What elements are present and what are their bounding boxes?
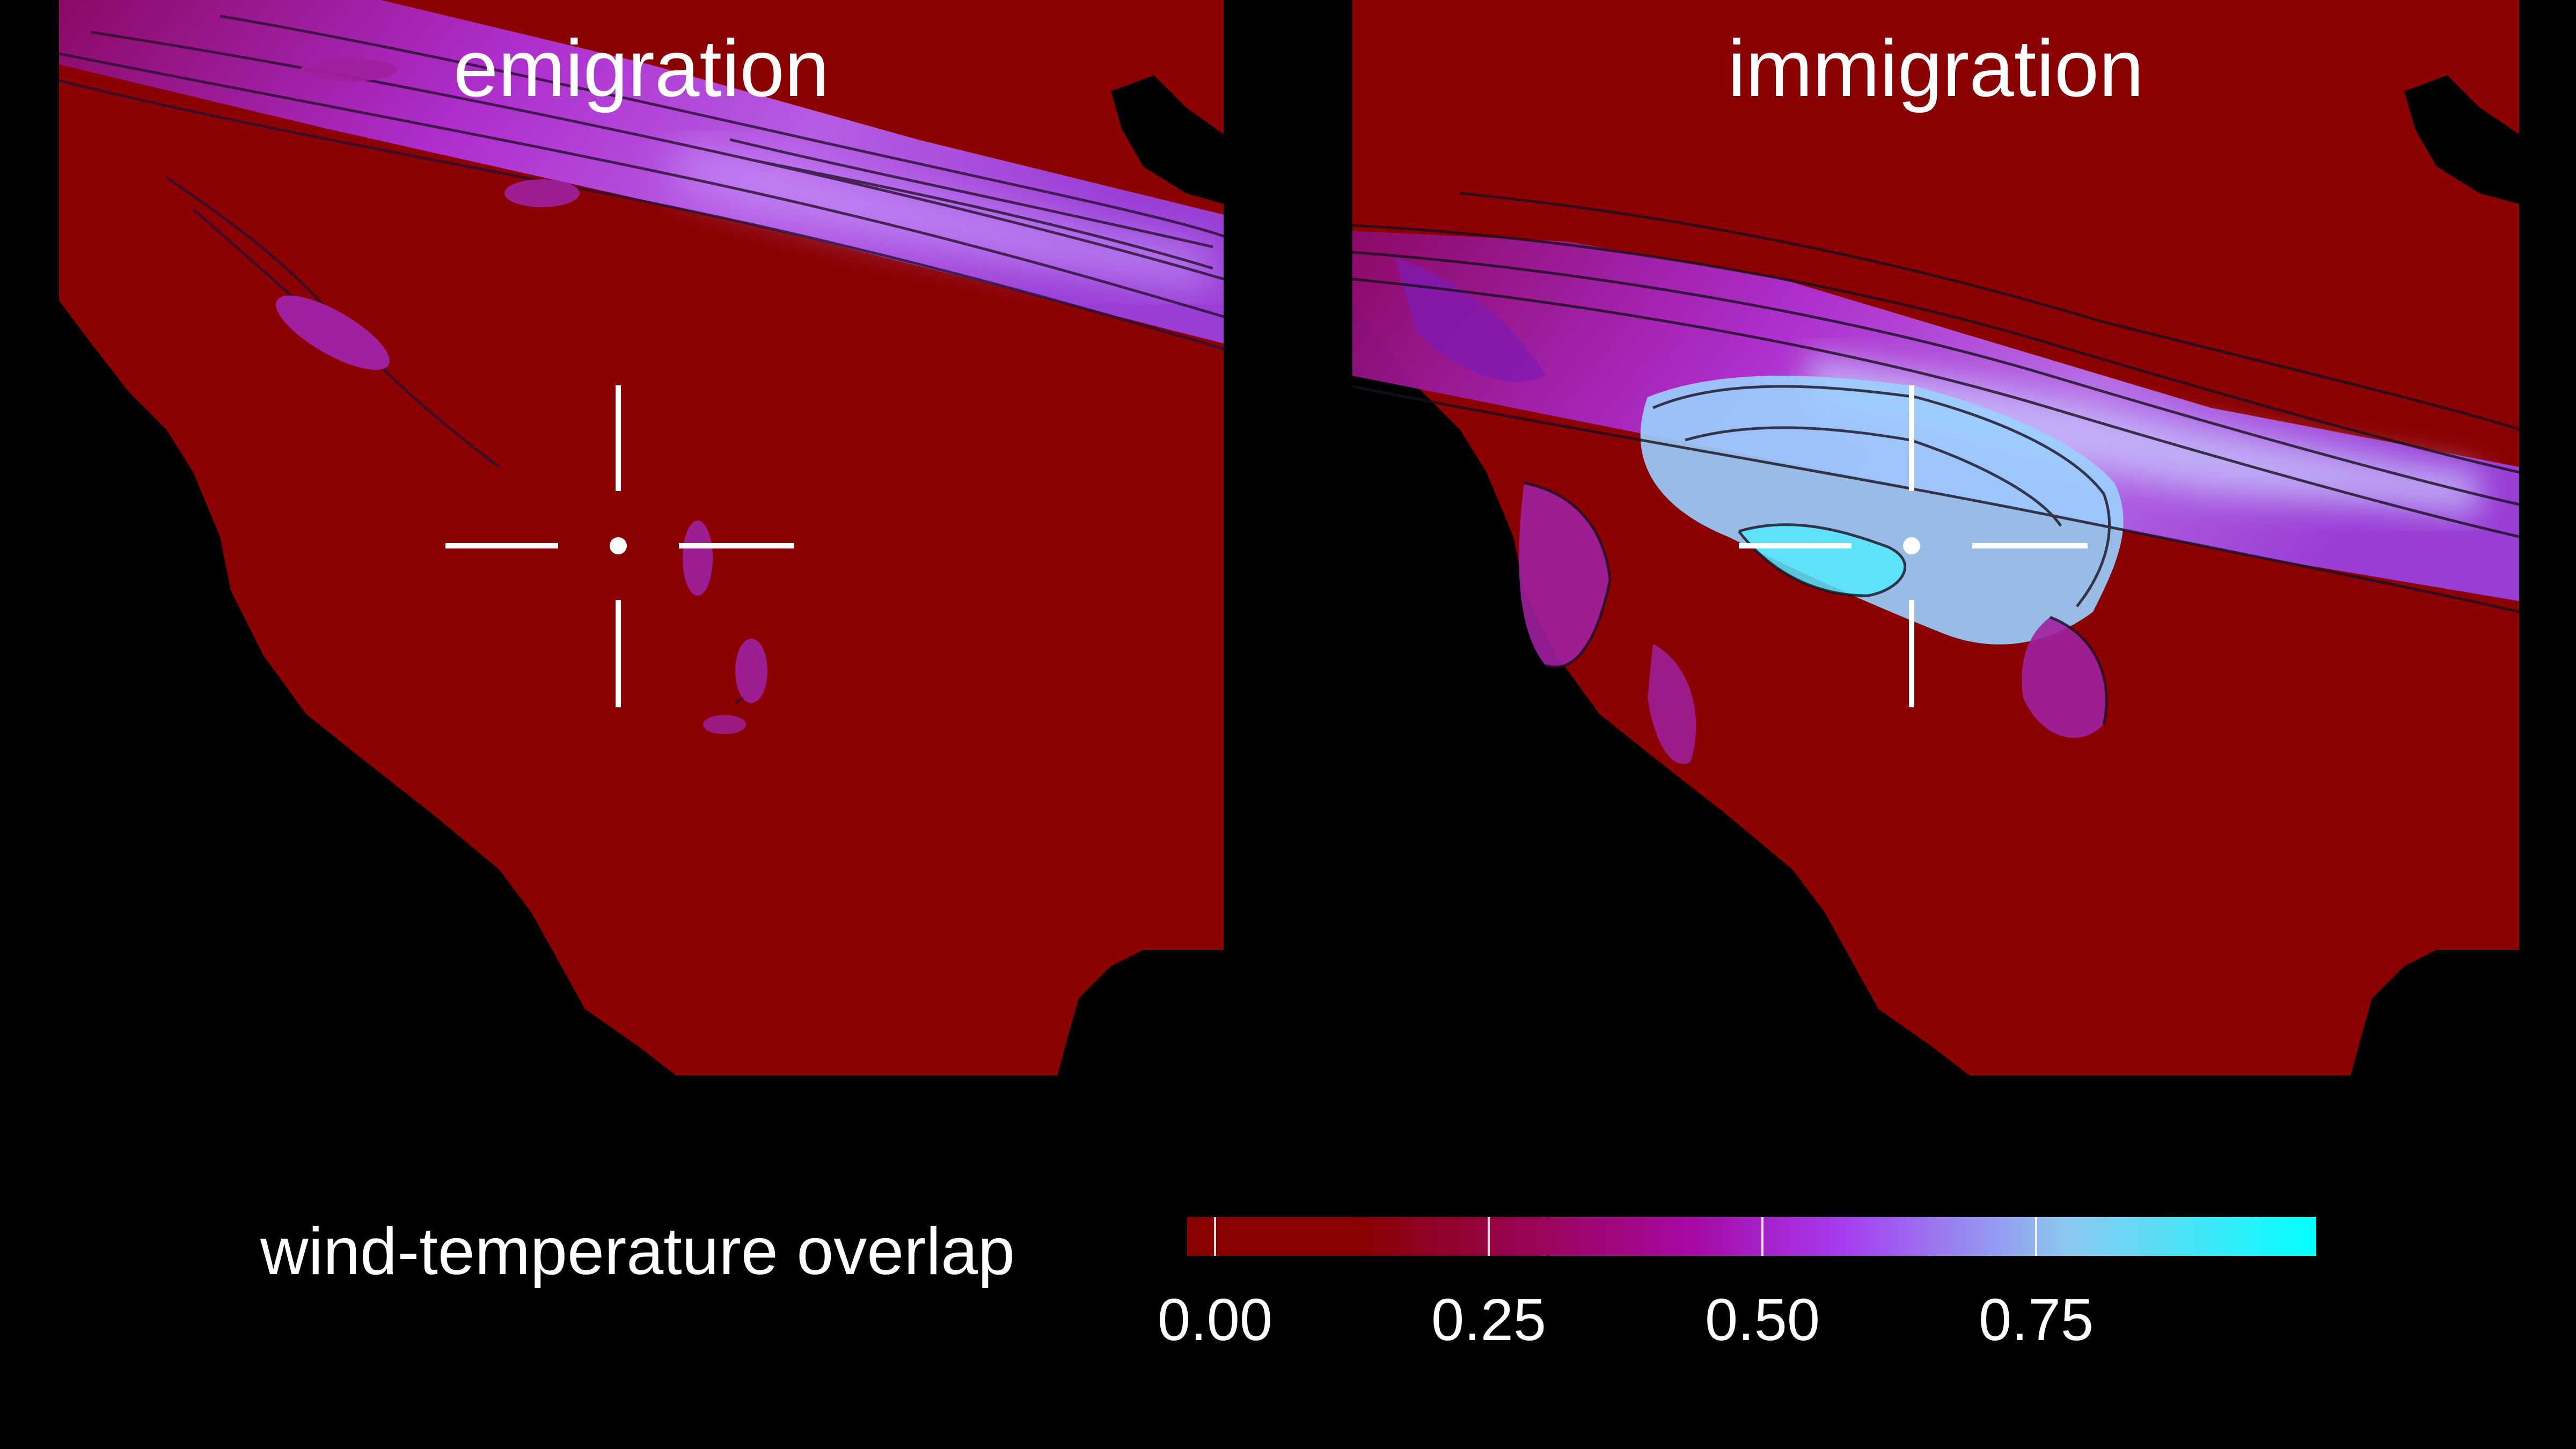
legend-tick-label: 0.75 bbox=[1979, 1291, 2094, 1350]
legend-tick-label: 0.25 bbox=[1431, 1291, 1546, 1350]
legend-title: wind-temperature overlap bbox=[260, 1218, 1015, 1285]
legend-tick-label: 0.00 bbox=[1158, 1291, 1272, 1350]
legend-color-bar bbox=[1187, 1217, 2316, 1256]
immigration-title: immigration bbox=[1352, 28, 2519, 108]
location-dot bbox=[610, 537, 627, 554]
emigration-title: emigration bbox=[59, 28, 1224, 108]
legend-tick-mark bbox=[1214, 1217, 1216, 1256]
emigration-map bbox=[59, 0, 1224, 1075]
location-dot bbox=[1903, 537, 1920, 554]
legend-tick-mark bbox=[1488, 1217, 1490, 1256]
legend-tick-label: 0.50 bbox=[1705, 1291, 1820, 1350]
legend-tick-mark bbox=[1761, 1217, 1763, 1256]
legend-tick-mark bbox=[2035, 1217, 2037, 1256]
emigration-map-panel: emigration bbox=[59, 0, 1224, 1075]
immigration-map-panel: immigration bbox=[1352, 0, 2519, 1075]
immigration-map bbox=[1352, 0, 2519, 1075]
